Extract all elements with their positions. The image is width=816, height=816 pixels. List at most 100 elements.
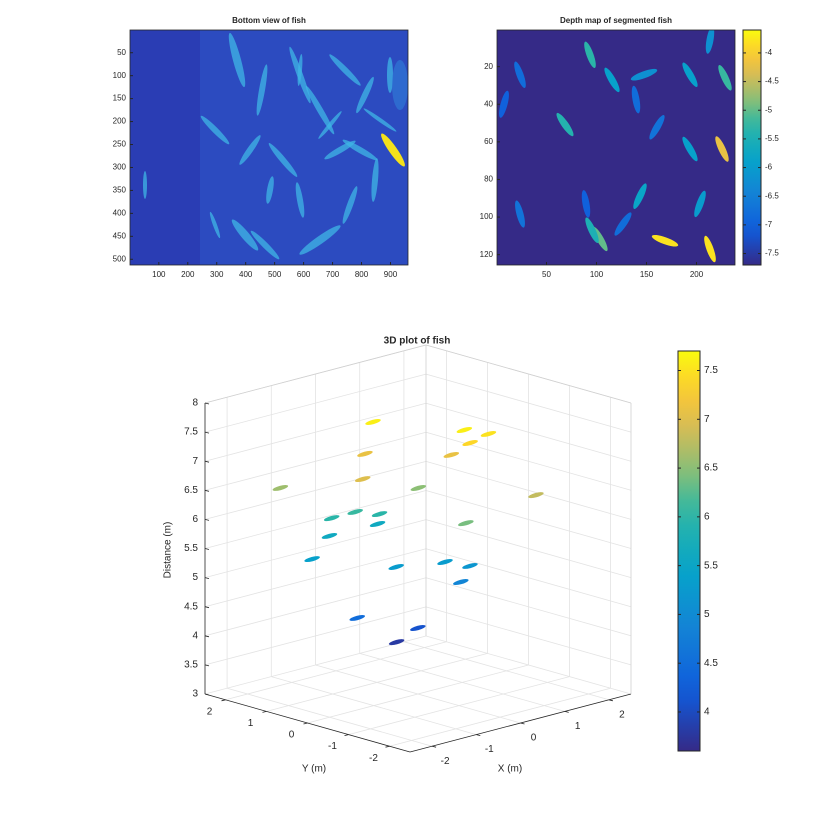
image-feature [329, 54, 361, 86]
x-tick-label: 2 [619, 709, 625, 720]
image-feature [363, 108, 397, 132]
y-tick-label: 100 [480, 212, 494, 221]
axes-box [496, 29, 736, 266]
y-tick-label: 150 [113, 94, 127, 103]
fish-segment [631, 85, 641, 114]
fish-point [357, 450, 373, 457]
z-axis-label: Distance (m) [163, 522, 174, 579]
fish-segment [614, 212, 632, 236]
x-tick-label: 200 [690, 270, 704, 279]
colorbar-tick-label: 4 [704, 707, 710, 718]
fish-segment [581, 190, 591, 218]
fish-point [453, 579, 469, 585]
image-feature [371, 158, 379, 202]
y-tick-label: 50 [117, 48, 126, 57]
grid-line [389, 687, 611, 747]
image [130, 30, 408, 265]
grid-line [425, 577, 632, 637]
colorbar-tick-label: 6 [704, 511, 710, 522]
x-tick-label: 900 [384, 270, 398, 279]
fish-point [528, 492, 544, 499]
y-tick-label: 80 [484, 175, 493, 184]
image [497, 30, 735, 265]
x-tick-label: -2 [441, 756, 450, 767]
fish-point [369, 521, 386, 527]
fish-segment [718, 64, 732, 91]
box-edge [204, 344, 427, 404]
image-feature [299, 225, 341, 255]
z-tick-label: 3 [192, 689, 198, 700]
image-feature [143, 171, 147, 199]
grid-line [348, 676, 570, 735]
colorbar-tick-label: -4 [765, 48, 773, 57]
grid-line [425, 461, 632, 520]
x-tick-label: 1 [575, 721, 581, 732]
fish-segment [630, 68, 658, 81]
z-tick [204, 489, 210, 492]
grid-line [425, 606, 632, 666]
z-tick [204, 577, 210, 579]
y-tick-label: 100 [113, 71, 127, 80]
y-tick-label: 0 [289, 730, 295, 741]
y-tick-label: 200 [113, 117, 127, 126]
colorbar-tick-label: -6.5 [765, 191, 779, 200]
grid-line [204, 606, 427, 666]
fish-point [365, 419, 381, 425]
fish-point [480, 430, 497, 437]
grid-line [425, 490, 632, 549]
fish-point [272, 484, 289, 491]
z-tick-label: 6 [192, 514, 198, 525]
x-tick-label: 400 [239, 270, 253, 279]
grid-line [266, 653, 488, 712]
image-feature [381, 133, 405, 167]
image-feature [305, 85, 335, 135]
x-tick-label: 600 [297, 270, 311, 279]
image-feature [266, 176, 274, 204]
grid-line [204, 431, 427, 491]
colorbar-tick-label: -5.5 [765, 134, 779, 143]
y-tick [262, 711, 267, 713]
y-tick-label: -1 [328, 741, 337, 752]
grid-line [425, 548, 632, 608]
x-tick-label: 200 [181, 270, 195, 279]
grid-line [425, 431, 632, 491]
y-tick-label: -2 [369, 753, 378, 764]
x-tick-label: 150 [640, 270, 654, 279]
y-tick-label: 500 [113, 254, 127, 263]
colorbar-tick-label: -5 [765, 105, 773, 114]
colorbar-tick-label: 7.5 [704, 365, 718, 376]
fish-segment [715, 136, 729, 162]
fish-segment [556, 112, 574, 137]
fish-point [388, 639, 405, 646]
image-feature [342, 139, 378, 161]
image-feature [200, 115, 230, 145]
chart-title: Bottom view of fish [232, 16, 306, 25]
fish-segment [649, 114, 665, 140]
grid-line [425, 635, 632, 695]
fish-segment [704, 235, 716, 263]
image-feature [209, 211, 221, 239]
colorbar-tick-label: 7 [704, 414, 710, 425]
image-feature [250, 230, 280, 260]
image-feature [239, 135, 261, 165]
y-tick-label: 2 [207, 706, 213, 717]
image-feature [295, 182, 305, 218]
x-tick-label: 100 [590, 270, 604, 279]
z-tick-label: 4 [192, 630, 198, 641]
colorbar-tick-label: -7 [765, 220, 773, 229]
fish-point [437, 559, 453, 565]
fish-segment [694, 190, 706, 218]
z-tick-label: 7.5 [184, 427, 198, 438]
fish-point [304, 556, 320, 563]
image-feature [228, 32, 246, 88]
z-tick [204, 548, 210, 550]
y-tick-label: 120 [480, 250, 494, 259]
image-feature [387, 57, 393, 93]
fish-point [347, 508, 363, 515]
z-tick [204, 402, 210, 405]
fish-point [462, 440, 478, 446]
colorbar-tick-label: 5.5 [704, 560, 718, 571]
x-tick-label: -1 [485, 744, 494, 755]
grid-line [204, 402, 427, 462]
